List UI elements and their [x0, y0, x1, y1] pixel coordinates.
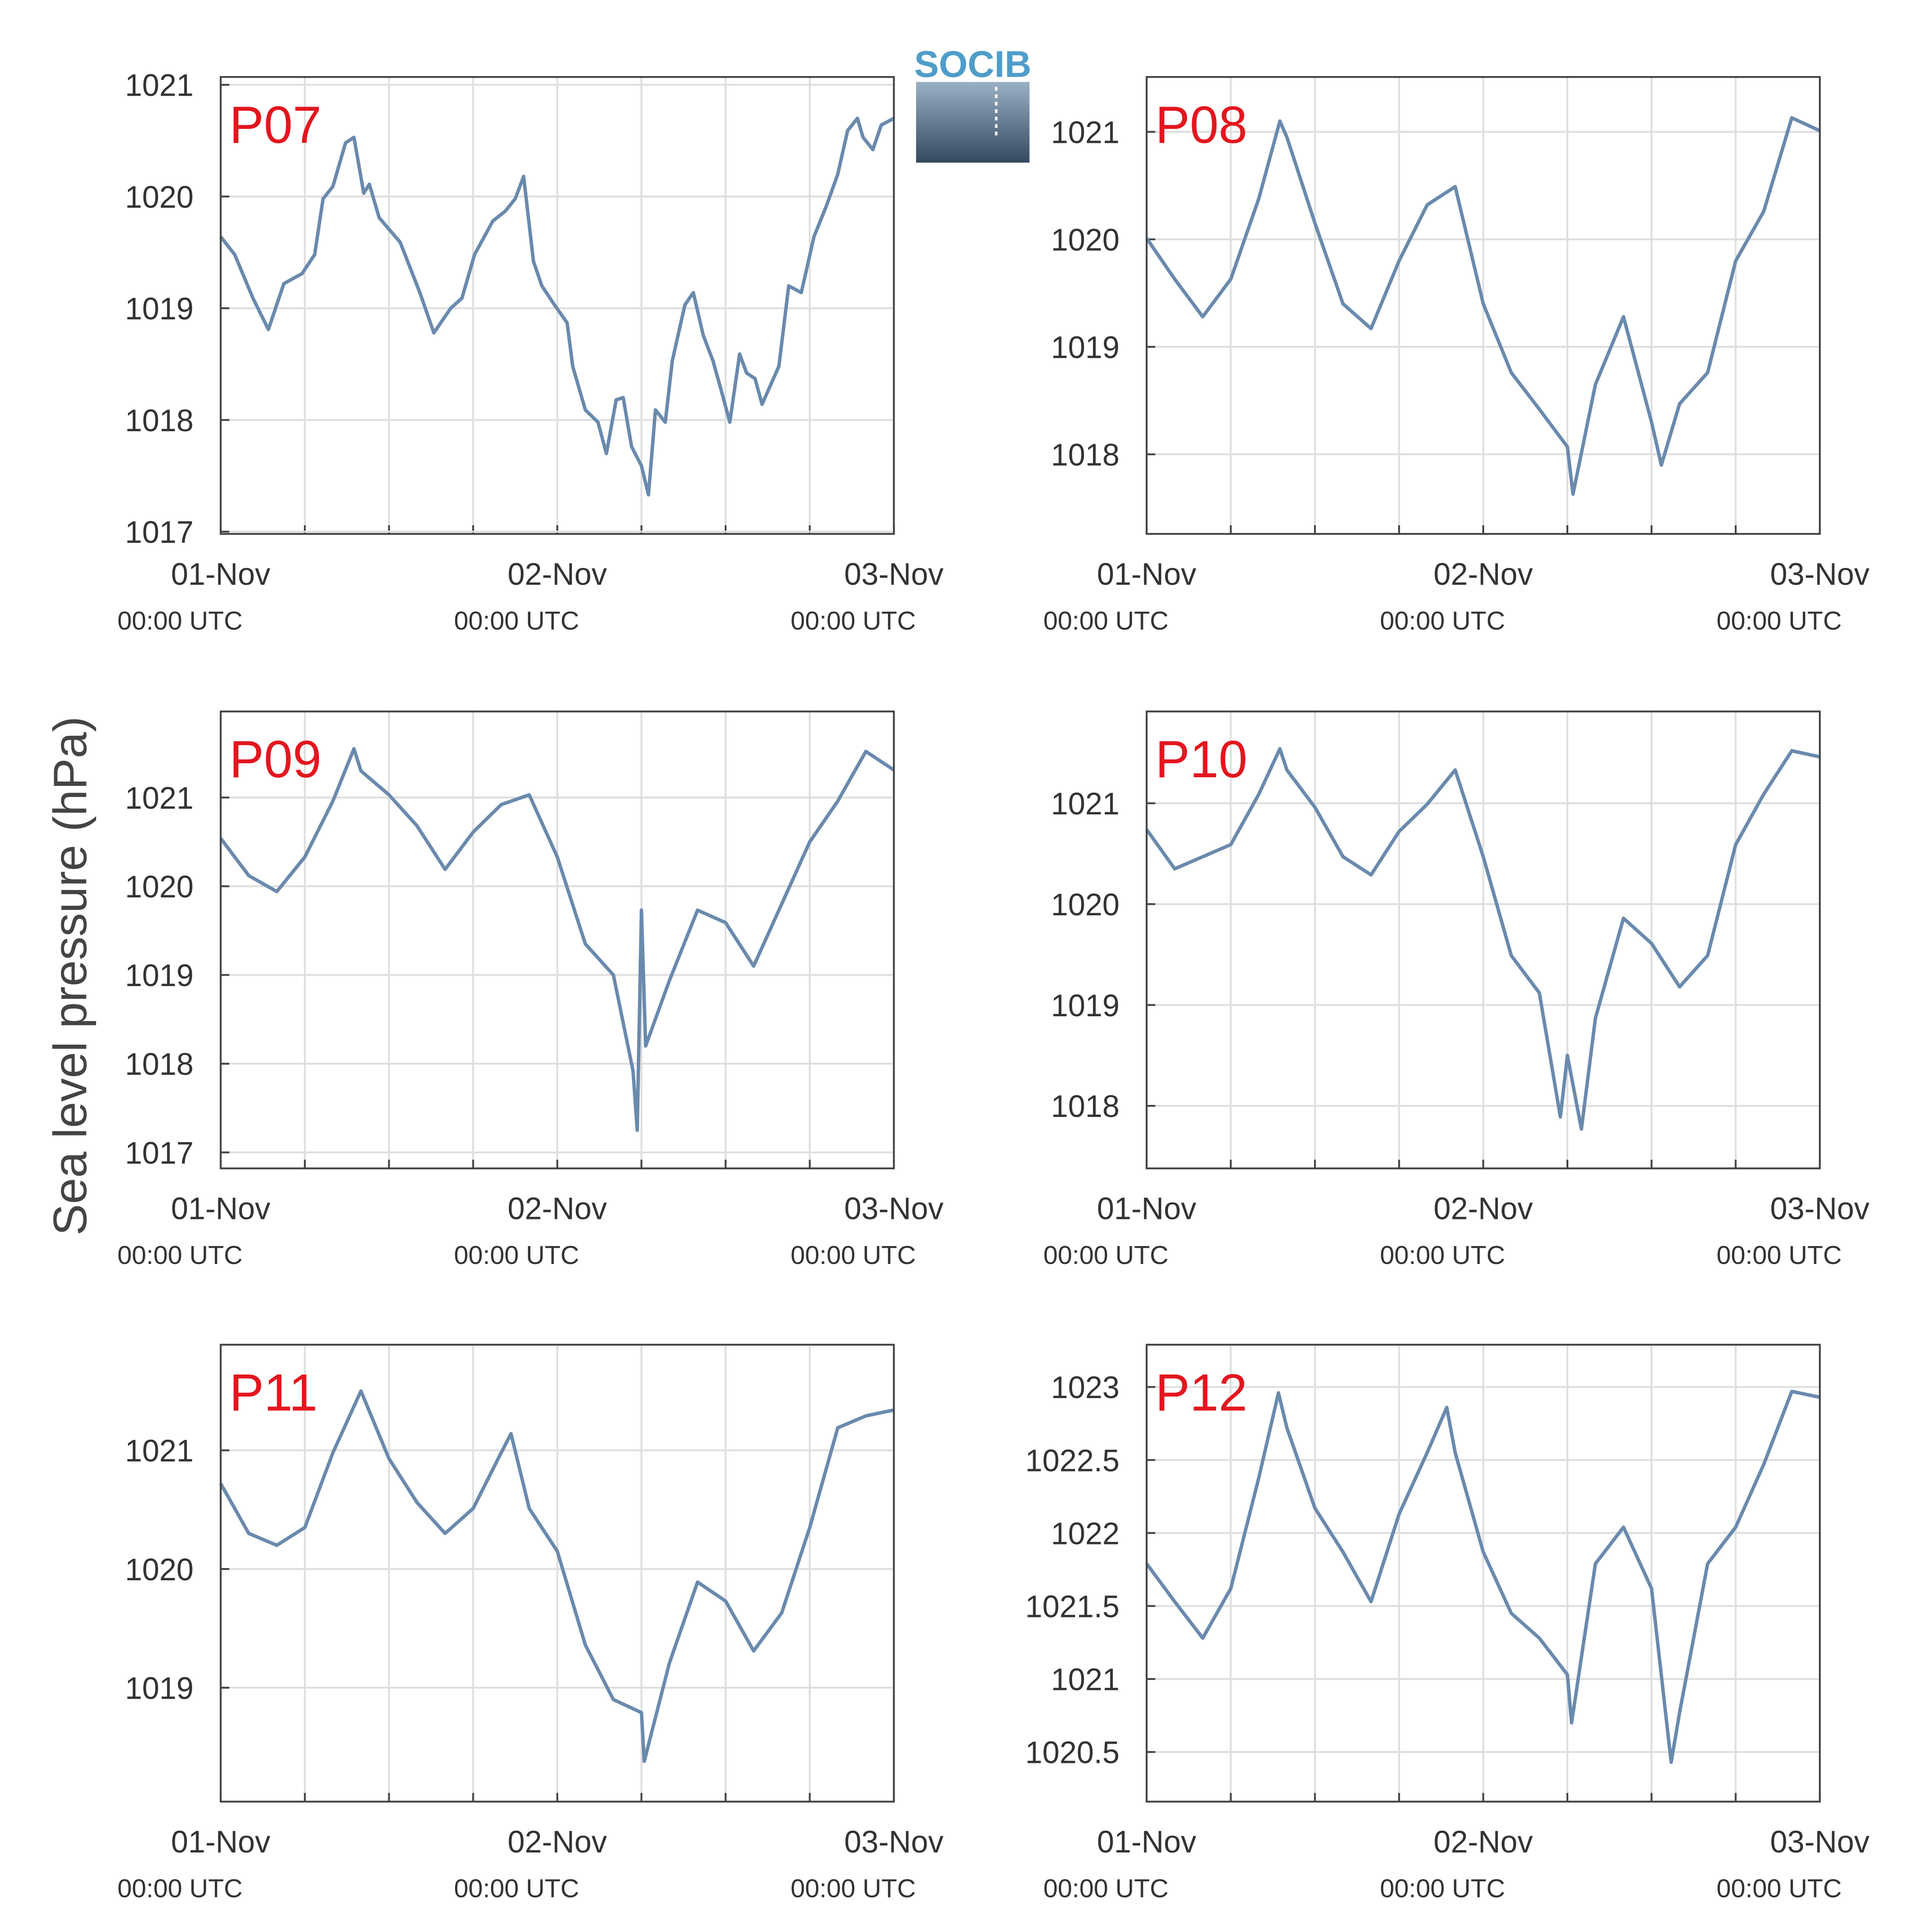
y-tick-label: 1019 — [1051, 330, 1120, 365]
data-line — [1145, 747, 1820, 1131]
x-tick-label: 02-Nov — [508, 1825, 607, 1859]
x-tick-sublabel: 00:00 UTC — [454, 1873, 579, 1903]
y-tick-label: 1020 — [1051, 223, 1120, 257]
x-tick-sublabel: 00:00 UTC — [454, 1240, 579, 1270]
panel: 01-Nov 00:00 UTC 02-Nov 00:00 UTC 03-Nov 00:0… — [1043, 76, 1870, 635]
panel-title: P08 — [1155, 96, 1248, 154]
x-tick-label: 01-Nov — [1097, 557, 1197, 592]
y-tick-label: 1017 — [125, 1136, 194, 1170]
logo-text: SOCIB — [914, 44, 1031, 85]
panel-title: P10 — [1155, 731, 1248, 789]
x-tick-label: 01-Nov — [171, 1825, 270, 1859]
x-tick-sublabel: 00:00 UTC — [1043, 1873, 1169, 1903]
y-tick-label: 1018 — [1051, 1089, 1120, 1124]
y-tick-label: 1023 — [1051, 1371, 1120, 1405]
y-tick-label: 1020 — [125, 870, 194, 904]
y-tick-label: 1019 — [125, 292, 194, 326]
x-tick-sublabel: 00:00 UTC — [791, 606, 916, 635]
x-tick-label: 01-Nov — [171, 1192, 270, 1226]
panel: 01-Nov 00:00 UTC 02-Nov 00:00 UTC 03-Nov 00:0… — [1043, 710, 1870, 1270]
y-tick-label: 1019 — [1051, 989, 1120, 1023]
x-tick-label: 02-Nov — [1434, 1192, 1533, 1226]
x-tick-sublabel: 00:00 UTC — [118, 1240, 243, 1270]
x-tick-label: 03-Nov — [1770, 1192, 1870, 1226]
x-tick-label: 02-Nov — [1434, 1825, 1533, 1859]
y-tick-label: 1021 — [125, 68, 194, 103]
x-tick-sublabel: 00:00 UTC — [1043, 606, 1169, 635]
x-tick-label: 03-Nov — [1770, 1825, 1870, 1859]
y-tick-label: 1021 — [1051, 1662, 1120, 1697]
logo-block — [916, 82, 1030, 163]
plot-frame — [220, 76, 895, 535]
x-tick-sublabel: 00:00 UTC — [118, 606, 243, 635]
x-tick-sublabel: 00:00 UTC — [791, 1240, 916, 1270]
y-tick-label: 1020 — [125, 180, 194, 215]
panel: 01-Nov 00:00 UTC 02-Nov 00:00 UTC 03-Nov 00:0… — [118, 1343, 944, 1903]
y-tick-label: 1021 — [125, 1434, 194, 1468]
panel-title: P07 — [229, 96, 322, 154]
y-tick-label: 1018 — [125, 1047, 194, 1082]
data-line — [1145, 116, 1821, 496]
data-line — [219, 747, 895, 1132]
plot-frame — [220, 710, 895, 1170]
y-tick-label: 1018 — [125, 404, 194, 438]
y-tick-label: 1021 — [1051, 787, 1120, 821]
logo: SOCIB — [914, 44, 1031, 163]
plot-frame — [1145, 710, 1821, 1170]
panel-title: P09 — [229, 731, 322, 789]
x-tick-sublabel: 00:00 UTC — [1716, 1873, 1842, 1903]
x-tick-sublabel: 00:00 UTC — [1380, 606, 1505, 635]
y-tick-label: 1017 — [125, 515, 194, 550]
x-tick-label: 01-Nov — [1097, 1192, 1197, 1226]
plot-frame — [1145, 1343, 1821, 1803]
y-axis-label: Sea level pressure (hPa) — [44, 717, 97, 1236]
y-tick-label: 1020.5 — [1025, 1735, 1120, 1770]
x-tick-sublabel: 00:00 UTC — [1380, 1873, 1505, 1903]
y-tick-label: 1020 — [125, 1553, 194, 1587]
x-tick-sublabel: 00:00 UTC — [118, 1873, 243, 1903]
y-tick-label: 1022.5 — [1025, 1444, 1120, 1478]
panel: 01-Nov 00:00 UTC 02-Nov 00:00 UTC 03-Nov 00:0… — [118, 710, 944, 1270]
plot-frame — [1145, 76, 1821, 535]
y-tick-label: 1022 — [1051, 1517, 1120, 1551]
panel: 01-Nov 00:00 UTC 02-Nov 00:00 UTC 03-Nov 00:0… — [118, 68, 944, 635]
panel-title: P12 — [1155, 1364, 1248, 1422]
y-tick-label: 1020 — [1051, 888, 1120, 922]
x-tick-label: 03-Nov — [844, 557, 944, 592]
data-line — [1145, 1389, 1820, 1764]
x-tick-sublabel: 00:00 UTC — [791, 1873, 916, 1903]
data-line — [219, 116, 895, 497]
y-tick-label: 1019 — [125, 959, 194, 993]
y-tick-label: 1021 — [1051, 115, 1120, 150]
x-tick-sublabel: 00:00 UTC — [1380, 1240, 1505, 1270]
y-tick-label: 1018 — [1051, 438, 1120, 472]
data-line — [219, 1389, 895, 1763]
panel: 01-Nov 00:00 UTC 02-Nov 00:00 UTC 03-Nov 00:0… — [1025, 1343, 1870, 1903]
x-tick-sublabel: 00:00 UTC — [1716, 606, 1842, 635]
y-tick-label: 1021 — [125, 781, 194, 816]
y-tick-label: 1021.5 — [1025, 1589, 1120, 1624]
x-tick-label: 02-Nov — [508, 1192, 607, 1226]
x-tick-label: 02-Nov — [508, 557, 607, 592]
y-tick-label: 1019 — [125, 1671, 194, 1706]
x-tick-sublabel: 00:00 UTC — [1043, 1240, 1169, 1270]
x-tick-label: 03-Nov — [1770, 557, 1870, 592]
x-tick-label: 03-Nov — [844, 1192, 944, 1226]
x-tick-sublabel: 00:00 UTC — [1716, 1240, 1842, 1270]
panel-title: P11 — [229, 1364, 318, 1422]
x-tick-label: 01-Nov — [171, 557, 270, 592]
plot-frame — [220, 1343, 895, 1803]
x-tick-label: 01-Nov — [1097, 1825, 1197, 1859]
x-tick-sublabel: 00:00 UTC — [454, 606, 579, 635]
x-tick-label: 03-Nov — [844, 1825, 944, 1859]
x-tick-label: 02-Nov — [1434, 557, 1533, 592]
